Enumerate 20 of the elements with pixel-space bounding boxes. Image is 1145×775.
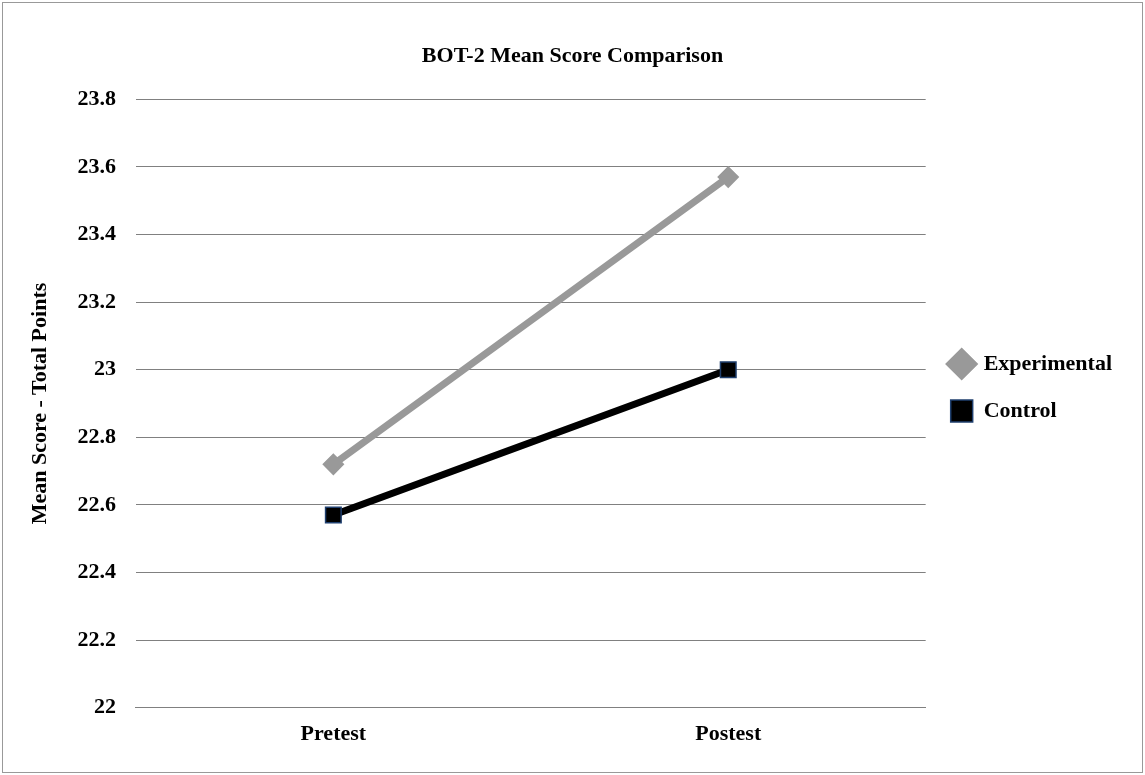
point [719,361,737,379]
y-axis-title: Mean Score - Total Points [25,282,51,525]
y-tick-label: 23 [93,355,116,381]
y-tick-label: 22 [93,693,116,719]
chart-title: BOT-2 Mean Score Comparison [421,41,724,67]
point [324,506,342,524]
point [717,166,739,188]
legend-label: Experimental [983,349,1113,375]
y-tick-label: 22.8 [77,422,116,448]
x-tick-label: Pretest [300,720,367,746]
y-tick-label: 23.4 [77,220,116,246]
y-tick-label: 22.4 [77,558,116,584]
y-tick-label: 23.6 [77,152,116,178]
legend-label: Control [983,396,1057,422]
y-tick-label: 22.2 [77,625,116,651]
y-tick-label: 23.2 [77,287,116,313]
x-tick-label: Postest [695,720,762,746]
y-tick-label: 22.6 [77,490,116,516]
y-tick-label: 23.8 [77,85,116,111]
point [322,453,345,476]
